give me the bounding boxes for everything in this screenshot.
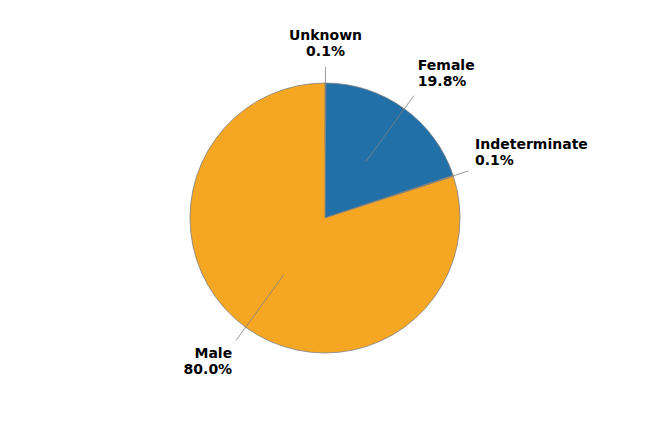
value-label: 80.0%: [184, 361, 233, 377]
labels: Unknown0.1%Female19.8%Indeterminate0.1%M…: [184, 27, 588, 377]
value-label: 0.1%: [306, 43, 345, 59]
slice-label: Male: [194, 345, 232, 361]
pie-chart: Unknown0.1%Female19.8%Indeterminate0.1%M…: [0, 0, 650, 436]
leader-line: [325, 67, 326, 148]
slice-label: Unknown: [289, 27, 362, 43]
value-label: 0.1%: [475, 152, 514, 168]
leader-line: [392, 171, 469, 196]
value-label: 19.8%: [418, 73, 467, 89]
leader-line: [366, 96, 414, 162]
slice-label: Female: [418, 57, 475, 73]
leader-line: [236, 275, 284, 341]
slice-label: Indeterminate: [475, 136, 588, 152]
chart-container: Unknown0.1%Female19.8%Indeterminate0.1%M…: [0, 0, 650, 436]
